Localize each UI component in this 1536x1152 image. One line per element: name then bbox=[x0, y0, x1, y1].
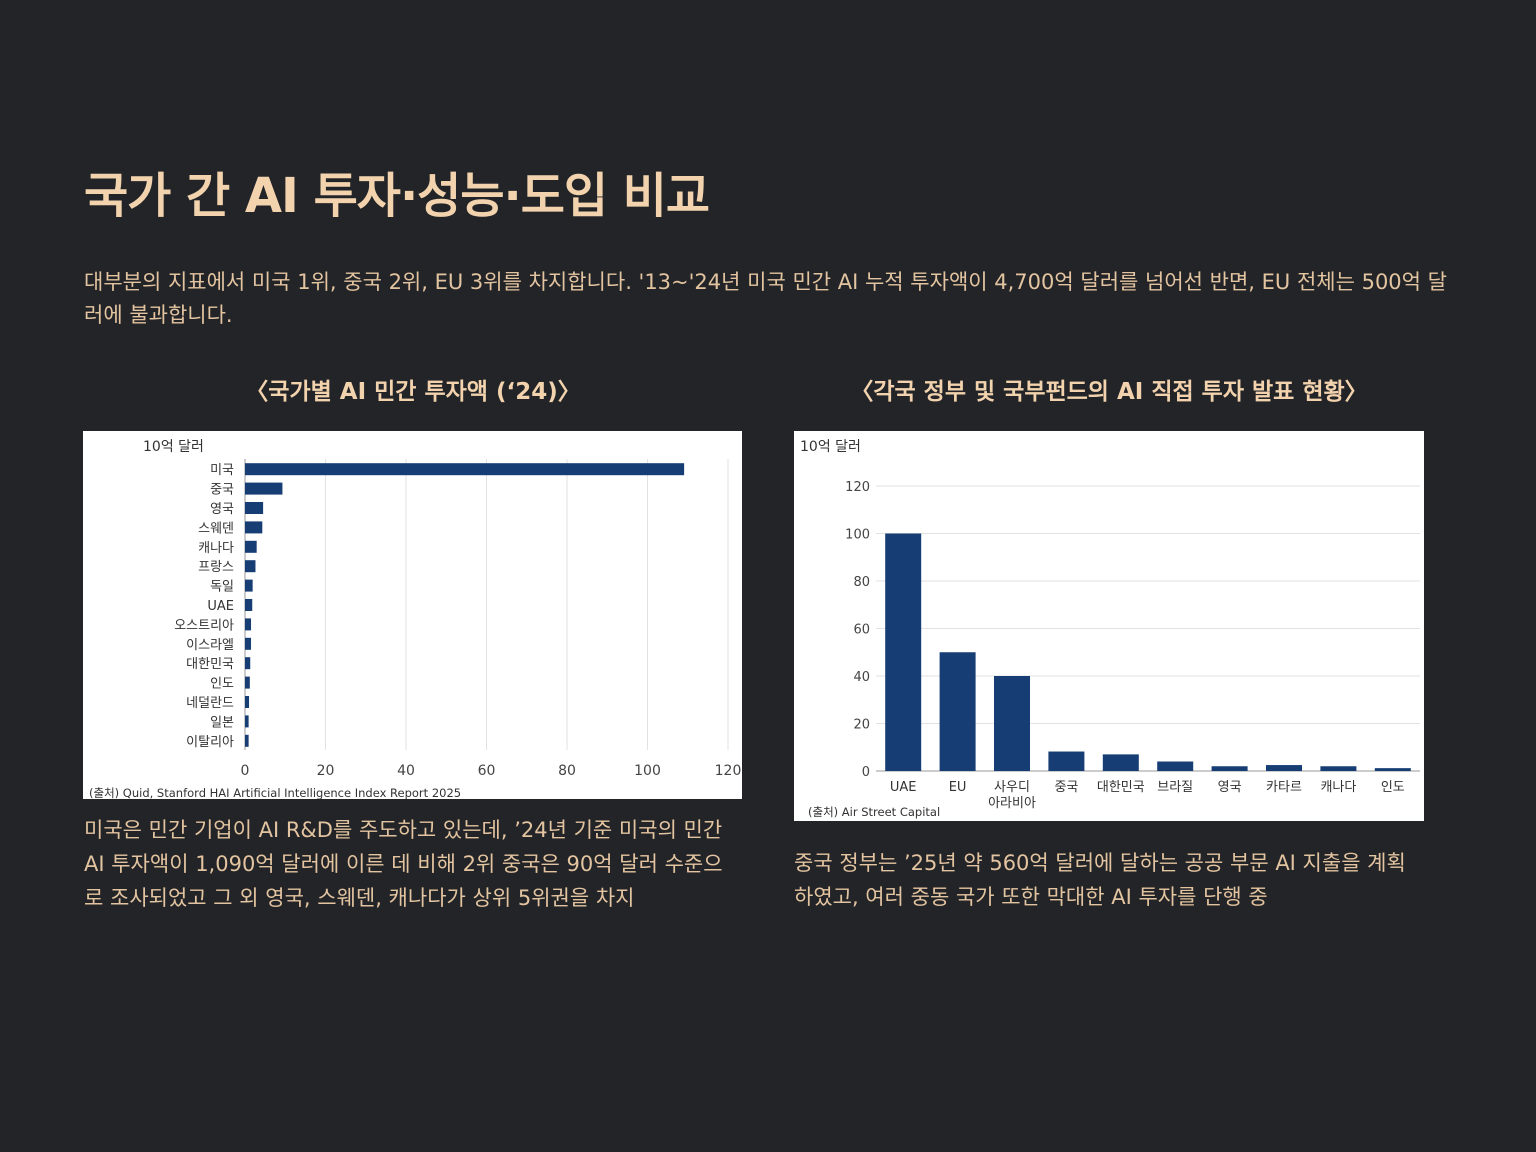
category-label: 인도 bbox=[1381, 780, 1405, 795]
bar bbox=[994, 676, 1030, 771]
category-label-line: UAE bbox=[890, 780, 917, 795]
y-tick-label: 60 bbox=[853, 623, 870, 638]
category-label-line: 사우디 bbox=[994, 780, 1030, 795]
y-tick-label: 0 bbox=[862, 765, 870, 780]
x-tick-label: 40 bbox=[397, 763, 415, 779]
category-label: 사우디 아라비아 bbox=[988, 780, 1036, 811]
category-label: EU bbox=[949, 780, 967, 795]
bar bbox=[245, 657, 251, 670]
category-label: 일본 bbox=[210, 715, 234, 730]
y-tick-label: 40 bbox=[853, 670, 870, 685]
left-chart-caption: 미국은 민간 기업이 AI R&D를 주도하고 있는데, ’24년 기준 미국의… bbox=[84, 818, 723, 910]
bar bbox=[245, 521, 263, 534]
category-label: 영국 bbox=[210, 502, 234, 517]
bar bbox=[245, 734, 249, 747]
x-tick-label: 20 bbox=[317, 763, 335, 779]
bar bbox=[1048, 751, 1085, 771]
category-label-line: 대한민국 bbox=[1097, 780, 1145, 795]
category-label: 독일 bbox=[210, 580, 234, 595]
bar bbox=[1374, 768, 1411, 771]
category-label-line: 인도 bbox=[1381, 780, 1405, 795]
bar bbox=[1102, 754, 1139, 771]
category-label: 대한민국 bbox=[186, 657, 234, 672]
category-label: 인도 bbox=[210, 677, 234, 692]
category-label: 캐나다 bbox=[198, 541, 234, 556]
category-label: 중국 bbox=[1054, 780, 1078, 795]
bar bbox=[939, 652, 976, 771]
government-investment-chart: 10억 달러 0 20 40 60 80 100 120 UAE EU 사우디 아라비아 중국 대한민국 브… bbox=[794, 431, 1424, 821]
category-label: 카타르 bbox=[1266, 780, 1302, 795]
bar bbox=[245, 637, 252, 650]
category-label: 캐나다 bbox=[1320, 780, 1356, 795]
category-label: UAE bbox=[890, 780, 917, 795]
category-label: 스웨덴 bbox=[198, 521, 234, 536]
bar bbox=[885, 533, 922, 771]
bar bbox=[245, 540, 257, 553]
category-label: 영국 bbox=[1218, 780, 1242, 795]
category-label-line: 카타르 bbox=[1266, 780, 1302, 795]
bar bbox=[245, 715, 249, 728]
y-tick-label: 80 bbox=[853, 575, 870, 590]
category-label: 이탈리아 bbox=[186, 735, 234, 750]
right-chart-caption: 중국 정부는 ’25년 약 560억 달러에 달하는 공공 부문 AI 지출을 … bbox=[794, 851, 1406, 909]
category-label-line: 영국 bbox=[1218, 780, 1242, 795]
x-tick-label: 120 bbox=[715, 763, 742, 779]
unit-label: 10억 달러 bbox=[800, 439, 861, 455]
intro-paragraph: 대부분의 지표에서 미국 1위, 중국 2위, EU 3위를 차지합니다. '1… bbox=[84, 270, 1447, 327]
bar bbox=[1211, 766, 1248, 771]
category-label: UAE bbox=[207, 599, 234, 614]
x-tick-label: 100 bbox=[634, 763, 661, 779]
category-label-line: 아라비아 bbox=[988, 796, 1036, 811]
bar bbox=[245, 599, 253, 611]
bar bbox=[245, 482, 283, 495]
category-label-line: 중국 bbox=[1054, 780, 1078, 795]
category-label-line: EU bbox=[949, 780, 967, 795]
category-label: 오스트리아 bbox=[174, 618, 234, 633]
category-label: 중국 bbox=[210, 483, 234, 498]
bar bbox=[245, 560, 256, 573]
source-label: (출처) Quid, Stanford HAI Artificial Intel… bbox=[89, 786, 461, 799]
bar bbox=[245, 579, 253, 592]
x-tick-label: 60 bbox=[478, 763, 496, 779]
category-label: 미국 bbox=[210, 463, 234, 478]
government-investment-chart-svg: 10억 달러 0 20 40 60 80 100 120 UAE EU 사우디 아라비아 중국 대한민국 브… bbox=[800, 439, 1420, 819]
x-tick-label: 80 bbox=[558, 763, 576, 779]
y-tick-label: 20 bbox=[853, 718, 870, 733]
category-label-line: 캐나다 bbox=[1320, 780, 1356, 795]
x-tick-label: 0 bbox=[241, 763, 250, 779]
category-label: 이스라엘 bbox=[186, 638, 234, 653]
y-tick-label: 120 bbox=[845, 480, 870, 495]
category-label: 프랑스 bbox=[198, 560, 234, 575]
page-title: 국가 간 AI 투자·성능·도입 비교 bbox=[84, 168, 710, 224]
right-chart-heading: 〈각국 정부 및 국부펀드의 AI 직접 투자 발표 현황〉 bbox=[850, 379, 1368, 405]
category-label: 네덜란드 bbox=[186, 696, 234, 711]
left-chart-heading: 〈국가별 AI 민간 투자액 (‘24)〉 bbox=[245, 379, 581, 405]
unit-label: 10억 달러 bbox=[143, 439, 204, 455]
bar bbox=[245, 502, 264, 514]
bar bbox=[1266, 765, 1302, 771]
bar bbox=[245, 618, 252, 631]
bar bbox=[1320, 766, 1357, 771]
bar bbox=[1157, 761, 1194, 771]
category-label-line: 브라질 bbox=[1157, 780, 1193, 795]
category-label: 대한민국 bbox=[1097, 780, 1145, 795]
y-tick-label: 100 bbox=[845, 528, 870, 543]
bar bbox=[245, 676, 250, 689]
bar bbox=[245, 463, 685, 476]
category-label: 브라질 bbox=[1157, 780, 1193, 795]
bar bbox=[245, 696, 250, 708]
source-label: (출처) Air Street Capital bbox=[808, 805, 940, 819]
